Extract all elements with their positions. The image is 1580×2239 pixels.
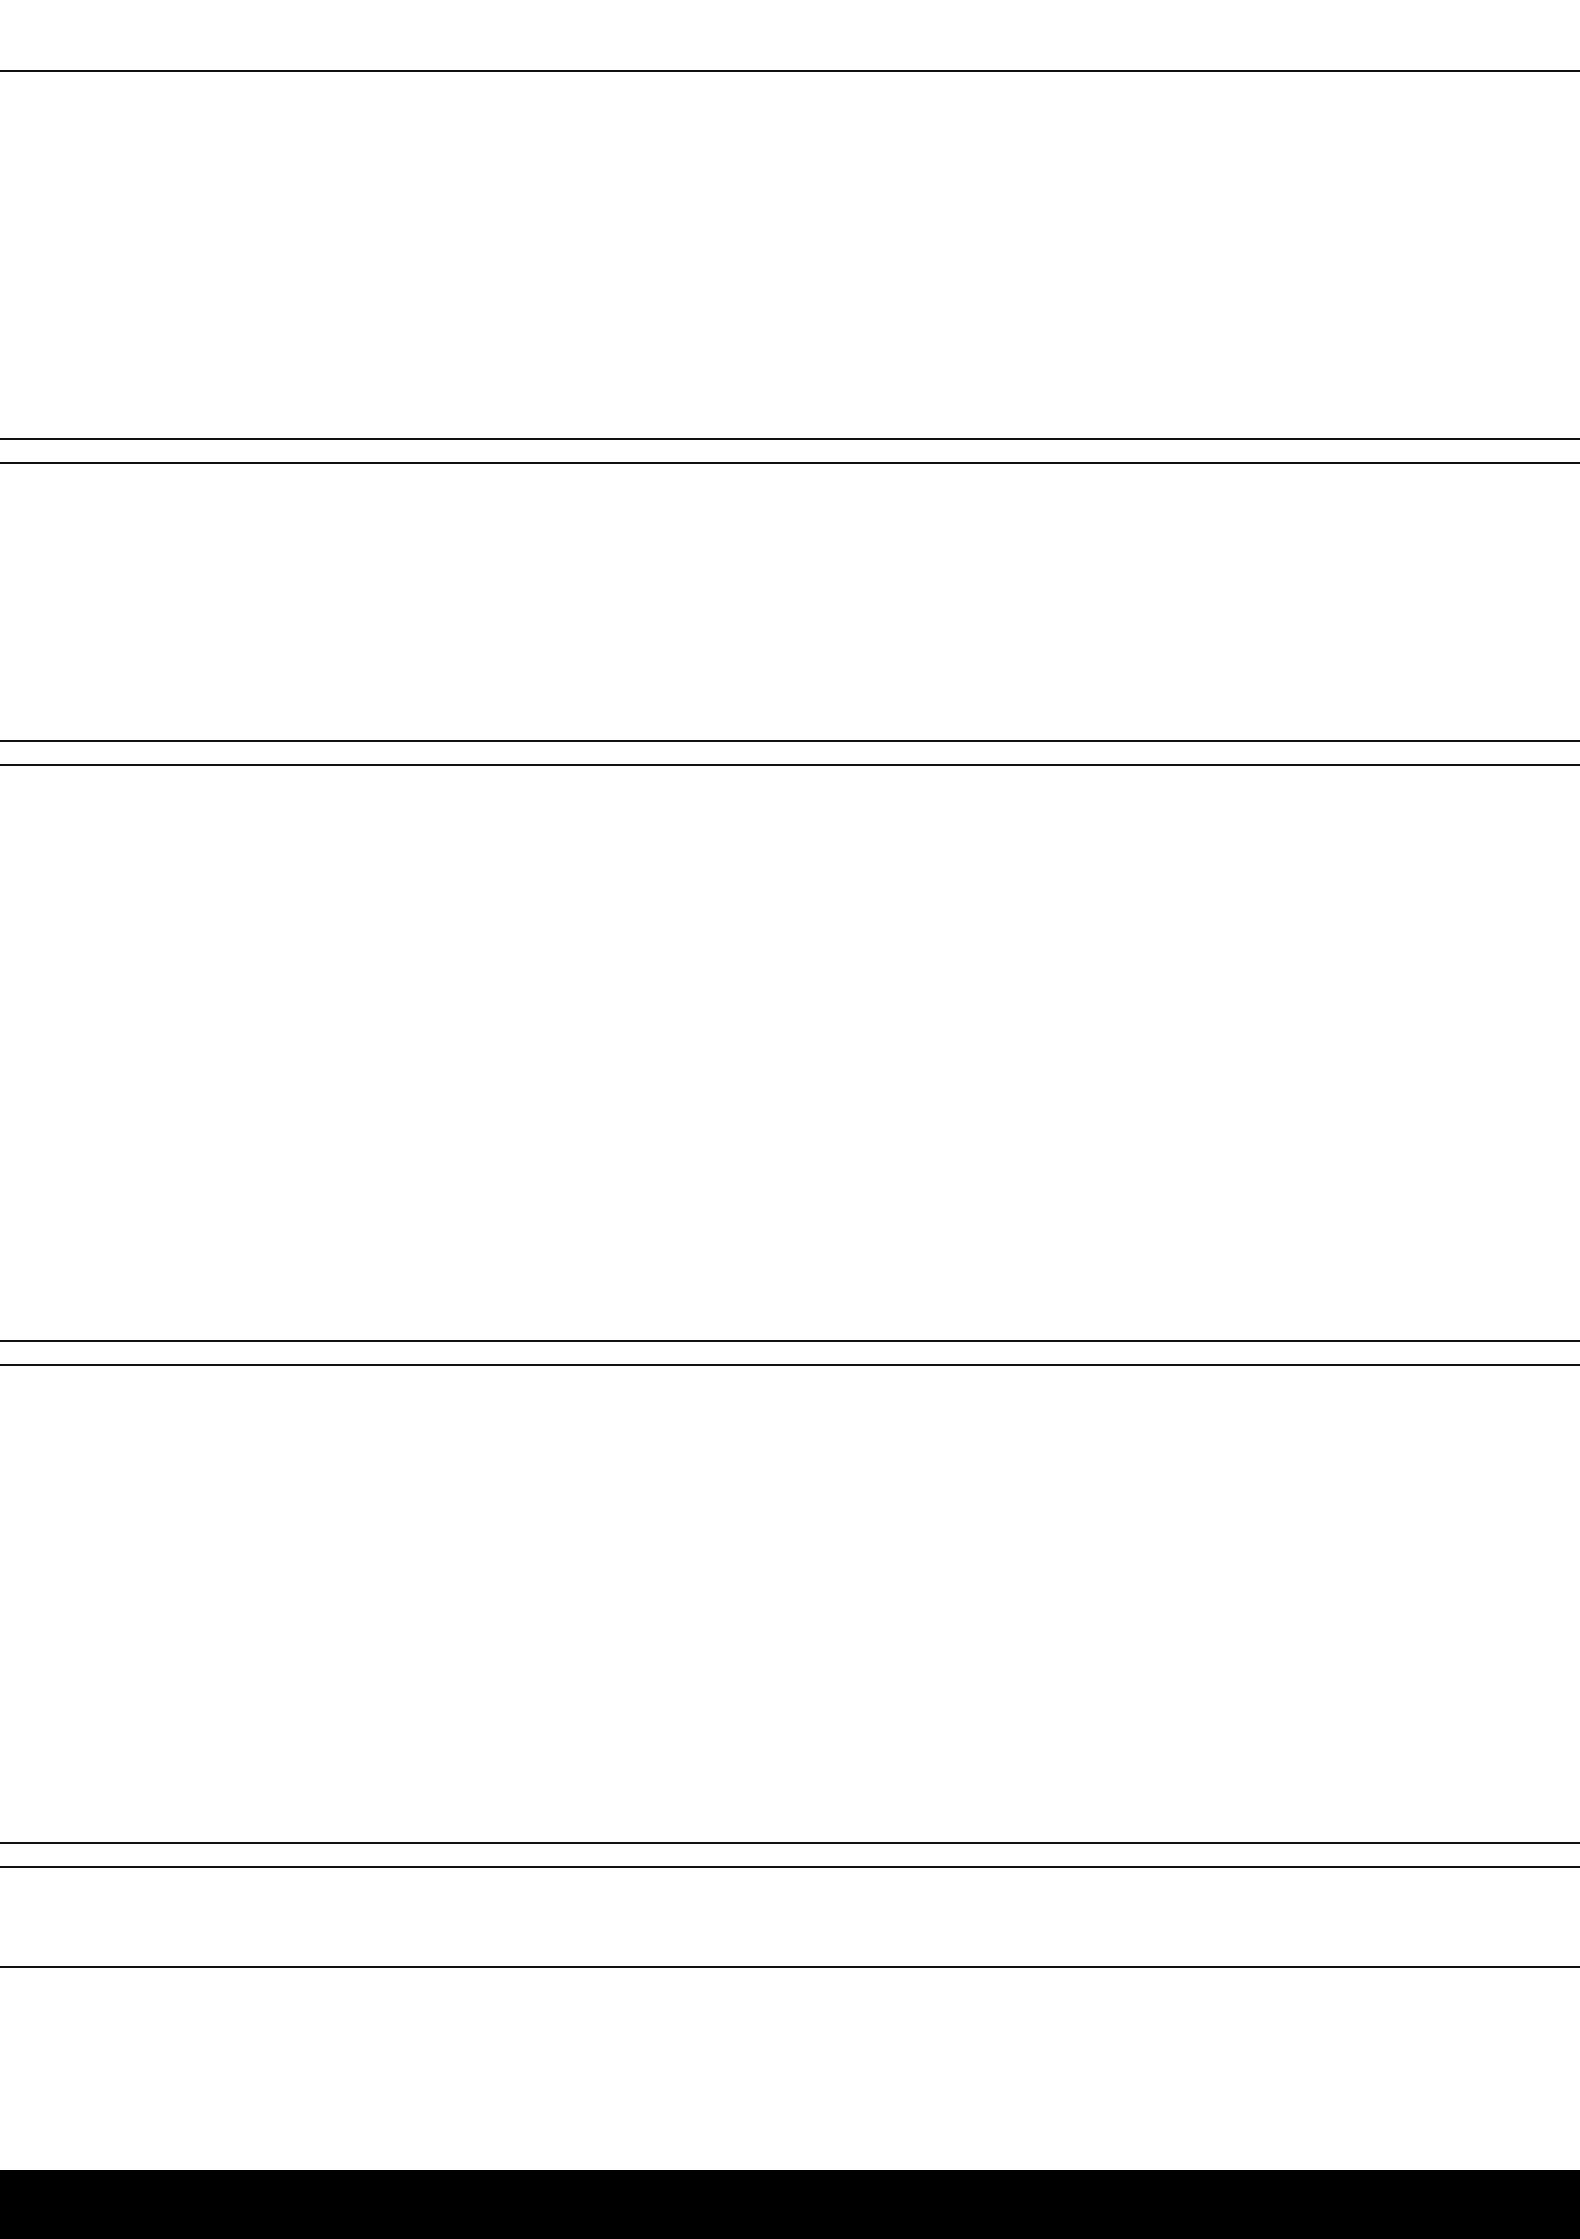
text-block-3 <box>0 764 1580 1342</box>
text-block-4 <box>0 1364 1580 1844</box>
block-bottom-rule <box>0 438 1580 440</box>
document-page <box>0 70 1580 1968</box>
block-top-rule <box>0 462 1580 464</box>
block-top-rule <box>0 1866 1580 1868</box>
block-top-rule <box>0 1364 1580 1366</box>
block-bottom-rule <box>0 1340 1580 1342</box>
text-block-1 <box>0 70 1580 440</box>
block-bottom-rule <box>0 740 1580 742</box>
block-top-rule <box>0 764 1580 766</box>
text-block-5 <box>0 1866 1580 1968</box>
bottom-black-bar <box>0 2170 1580 2239</box>
block-top-rule <box>0 70 1580 72</box>
block-bottom-rule <box>0 1842 1580 1844</box>
block-bottom-rule <box>0 1966 1580 1968</box>
text-block-2 <box>0 462 1580 742</box>
